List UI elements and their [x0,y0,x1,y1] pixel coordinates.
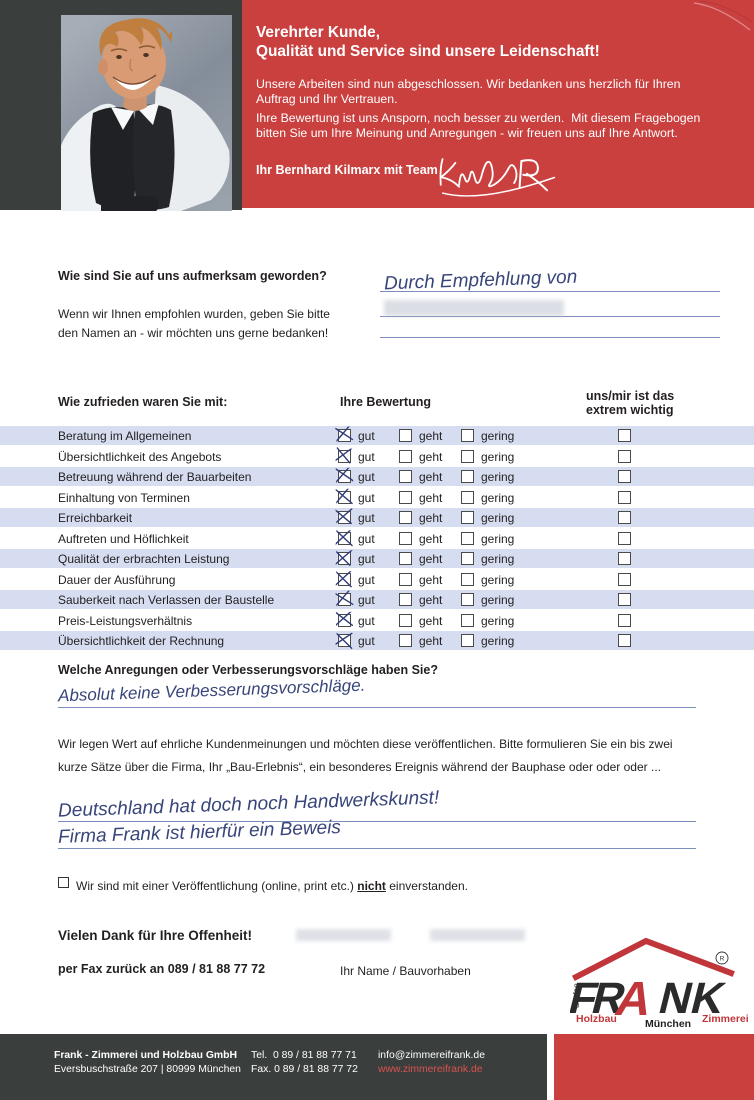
svg-text:Holzbau: Holzbau [576,1013,617,1025]
svg-text:Zimmerei: Zimmerei [702,1013,749,1025]
svg-text:R: R [720,956,725,963]
